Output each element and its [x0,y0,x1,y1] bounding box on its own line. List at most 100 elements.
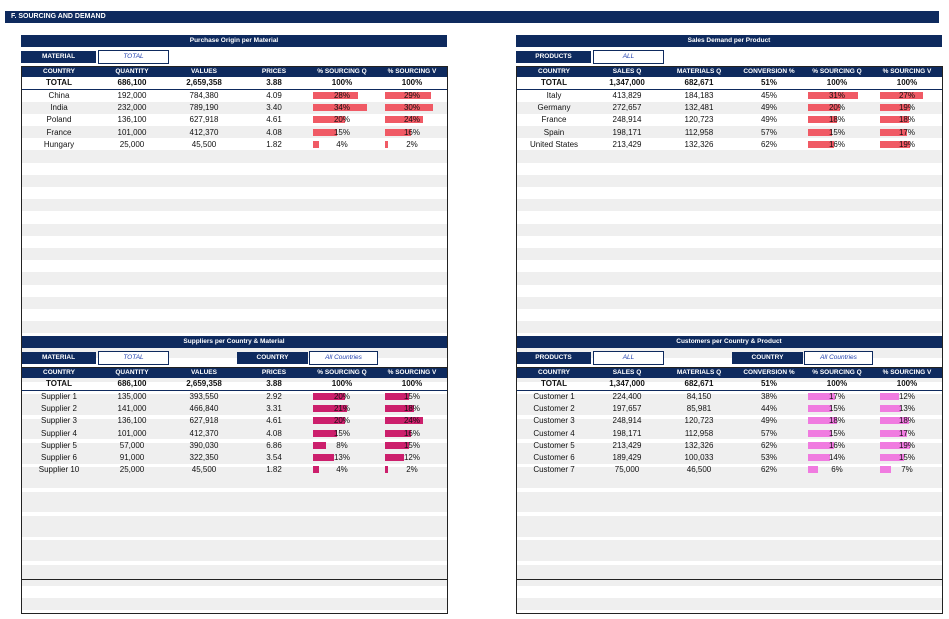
table-row: Customer 4 198,171 112,958 57% 15% 17% [516,427,942,440]
sourcing-bar [313,466,319,474]
column-header: MATERIALS Q [676,68,722,75]
sourcing-bar [313,140,319,148]
table-row: Supplier 4 101,000 412,370 4.08 15% 16% [21,427,447,440]
filter-select-material[interactable]: TOTAL [98,351,169,365]
table-cell: 45,500 [191,139,217,149]
sourcing-bar [880,454,904,462]
total-cell: 51% [760,379,777,389]
sourcing-bar [313,429,337,437]
filter-bar: PRODUCTS ALL COUNTRY All Countries [516,351,942,367]
empty-row [516,597,942,610]
table-cell: 18% [872,416,942,425]
table-cell: 17% [872,429,942,438]
table-cell: 18% [377,404,447,413]
sourcing-bar [880,140,910,148]
table-cell: 14% [802,453,872,462]
sourcing-percent: 4% [336,139,348,149]
empty-row [21,524,447,537]
sourcing-percent: 6% [831,465,843,475]
table-cell: 62% [760,440,777,450]
row-label: Customer 1 [533,392,575,402]
column-header: % SOURCING Q [317,369,367,376]
sourcing-bar [808,417,837,425]
table-cell: 49% [760,115,777,125]
table-cell: 44% [760,404,777,414]
table-cell: 15% [802,128,872,137]
table-row: United States 213,429 132,326 62% 16% 19% [516,138,942,150]
total-cell: 100% [826,379,848,389]
filter-select-products[interactable]: ALL [593,50,664,64]
sourcing-bar [880,128,907,136]
table-cell: 25,000 [119,465,145,475]
table-cell: 272,657 [612,103,642,113]
sourcing-bar [385,393,409,401]
table-row: Customer 1 224,400 84,150 38% 17% 12% [516,391,942,403]
panel-title: Suppliers per Country & Material [21,336,447,348]
table-cell: 3.31 [266,404,282,414]
empty-row [21,548,447,562]
filter-select-country[interactable]: All Countries [309,351,378,365]
table-cell: 20% [802,103,872,112]
sourcing-percent: 19% [898,139,915,149]
column-header: % SOURCING Q [812,68,862,75]
sourcing-percent: 2% [406,465,418,475]
table-cell: 192,000 [117,91,147,101]
sourcing-bar [313,104,367,112]
table-cell: 30% [377,103,447,112]
sourcing-bar [385,140,388,148]
table-row: Supplier 5 57,000 390,030 6.86 8% 15% [21,439,447,451]
column-header: CONVERSION % [743,68,795,75]
sourcing-percent: 15% [828,428,845,438]
table-cell: 15% [377,392,447,401]
filter-label-products: PRODUCTS [516,51,591,63]
total-cell: 100% [896,78,918,88]
sourcing-bar [313,393,345,401]
table-cell: 16% [377,128,447,137]
filter-select-products[interactable]: ALL [593,351,664,365]
table-row: China 192,000 784,380 4.09 28% 29% [21,90,447,102]
sourcing-percent: 27% [898,91,915,101]
table-cell: 132,326 [684,139,714,149]
table-cell: 85,981 [686,404,712,414]
column-header: SALES Q [612,68,642,75]
sourcing-bar [808,92,858,100]
sourcing-percent: 15% [333,127,350,137]
sourcing-percent: 16% [403,127,420,137]
sourcing-percent: 2% [406,139,418,149]
sourcing-bar [808,116,837,124]
table-cell: 19% [872,441,942,450]
sourcing-percent: 13% [898,404,915,414]
table-row: Supplier 10 25,000 45,500 1.82 4% 2% [21,464,447,476]
row-label: Supplier 6 [40,453,78,463]
table-cell: 21% [307,404,377,413]
panel-title: Sales Demand per Product [516,35,942,47]
filter-select-material[interactable]: TOTAL [98,50,169,64]
section-title-bar: F. SOURCING AND DEMAND [5,11,939,23]
sourcing-bar [385,116,423,124]
table-cell: 1.82 [266,139,282,149]
sourcing-percent: 21% [333,404,350,414]
empty-row [21,597,447,610]
filter-label-material: MATERIAL [21,51,96,63]
table-cell: 2.92 [266,392,282,402]
column-header: PRICES [261,68,287,75]
table-row: India 232,000 789,190 3.40 34% 30% [21,101,447,114]
sourcing-percent: 16% [828,139,845,149]
sourcing-bar [808,140,834,148]
table-cell: 6.86 [266,440,282,450]
column-header: PRICES [261,369,287,376]
sourcing-percent: 7% [901,465,913,475]
sourcing-bar [808,429,832,437]
total-cell: TOTAL [46,379,72,389]
table-cell: 25,000 [119,139,145,149]
row-label: France [46,127,72,137]
table-cell: 101,000 [117,127,147,137]
total-cell: 3.88 [266,379,282,389]
total-cell: 100% [331,78,353,88]
table-cell: 20% [307,115,377,124]
total-cell: TOTAL [541,78,567,88]
row-label: China [48,91,70,101]
row-label: Hungary [43,139,75,149]
filter-select-country[interactable]: All Countries [804,351,873,365]
table-cell: 412,370 [189,127,219,137]
